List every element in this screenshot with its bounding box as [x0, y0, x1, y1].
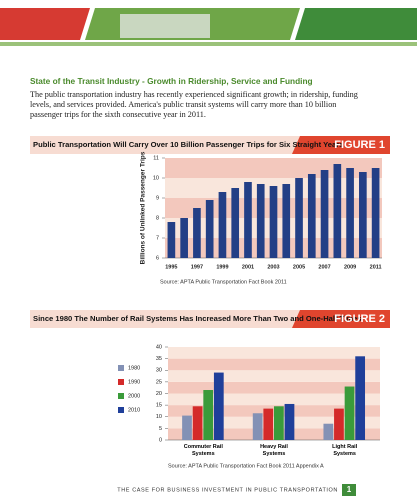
- bar: [371, 168, 380, 258]
- y-tick-label: 6: [156, 255, 159, 261]
- header-red: [0, 8, 90, 40]
- band: [168, 370, 380, 382]
- fig2-label: FIGURE 2: [334, 313, 385, 325]
- x-tick-label: 2003: [267, 264, 279, 270]
- y-tick-label: 15: [156, 403, 162, 409]
- bar: [274, 406, 284, 440]
- fig1-source: Source: APTA Public Transportation Fact …: [160, 279, 287, 285]
- bar: [244, 182, 252, 258]
- page-box: [342, 484, 356, 496]
- bar: [256, 184, 265, 258]
- bar: [182, 415, 192, 440]
- bar: [192, 406, 203, 440]
- y-tick-label: 10: [153, 175, 159, 181]
- legend-label: 1980: [128, 365, 140, 371]
- y-tick-label: 20: [156, 391, 162, 397]
- bar: [213, 372, 224, 440]
- x-tick-label: 1997: [191, 264, 203, 270]
- bus-photo: [120, 14, 210, 38]
- bar: [295, 178, 303, 258]
- y-tick-label: 9: [156, 195, 159, 201]
- section-title: State of the Transit Industry - Growth i…: [30, 76, 313, 86]
- bar: [167, 222, 176, 258]
- band: [168, 347, 380, 359]
- y-axis-label: Billions of Unlinked Passenger Trips: [140, 151, 147, 264]
- x-tick-label: 2001: [242, 264, 254, 270]
- header-green: [295, 8, 417, 40]
- page-number: 1: [347, 485, 352, 494]
- bar: [269, 186, 278, 258]
- y-tick-label: 7: [156, 235, 159, 241]
- bar: [323, 423, 334, 440]
- bar: [218, 192, 227, 258]
- bar: [346, 168, 354, 258]
- bar: [359, 172, 367, 258]
- y-tick-label: 40: [156, 344, 162, 350]
- band: [168, 381, 380, 394]
- fig2-tag: [292, 310, 390, 328]
- bar: [320, 170, 329, 258]
- legend-swatch: [118, 407, 124, 413]
- bar: [205, 200, 214, 258]
- band: [168, 393, 380, 406]
- y-tick-label: 11: [153, 155, 159, 161]
- x-tick-label: Light Rail Systems: [332, 444, 358, 457]
- y-tick-label: 0: [159, 437, 162, 443]
- bar: [333, 164, 342, 258]
- y-tick-label: 10: [156, 414, 162, 420]
- bar: [180, 218, 188, 258]
- bar: [334, 408, 344, 440]
- x-tick-label: Commuter Rail Systems: [183, 444, 223, 457]
- bar: [344, 386, 355, 440]
- y-tick-label: 30: [156, 368, 162, 374]
- bar: [307, 174, 316, 258]
- x-tick-label: 2011: [370, 264, 382, 270]
- bar: [282, 184, 291, 258]
- bar: [203, 390, 214, 440]
- bar: [263, 408, 274, 440]
- x-tick-label: 2007: [318, 264, 330, 270]
- x-tick-label: Heavy Rail Systems: [260, 444, 288, 457]
- header-rule: [0, 42, 417, 46]
- legend-swatch: [118, 379, 124, 385]
- bar: [284, 403, 295, 440]
- y-tick-label: 25: [156, 379, 162, 385]
- legend-swatch: [118, 393, 124, 399]
- fig2-title: Since 1980 The Number of Rail Systems Ha…: [33, 314, 361, 323]
- legend-label: 2000: [128, 393, 140, 399]
- band: [168, 358, 380, 371]
- fig1-tag: [292, 136, 390, 154]
- x-tick-label: 1995: [165, 264, 177, 270]
- bar: [252, 413, 263, 440]
- x-tick-label: 1999: [216, 264, 228, 270]
- x-tick-label: 2005: [293, 264, 305, 270]
- x-tick-label: 2009: [344, 264, 356, 270]
- bar: [355, 356, 366, 440]
- fig1-title: Public Transportation Will Carry Over 10…: [33, 140, 343, 149]
- y-tick-label: 8: [156, 215, 159, 221]
- footer-text: THE CASE FOR BUSINESS INVESTMENT IN PUBL…: [117, 487, 338, 493]
- bar: [231, 188, 240, 258]
- fig2-source: Source: APTA Public Transportation Fact …: [168, 463, 324, 469]
- legend-label: 2010: [128, 407, 140, 413]
- y-tick-label: 35: [156, 356, 162, 362]
- y-tick-label: 5: [159, 426, 162, 432]
- legend-swatch: [118, 365, 124, 371]
- legend-label: 1990: [128, 379, 140, 385]
- paragraph: The public transportation industry has r…: [30, 90, 358, 119]
- bar: [193, 208, 201, 258]
- fig1-label: FIGURE 1: [334, 139, 385, 151]
